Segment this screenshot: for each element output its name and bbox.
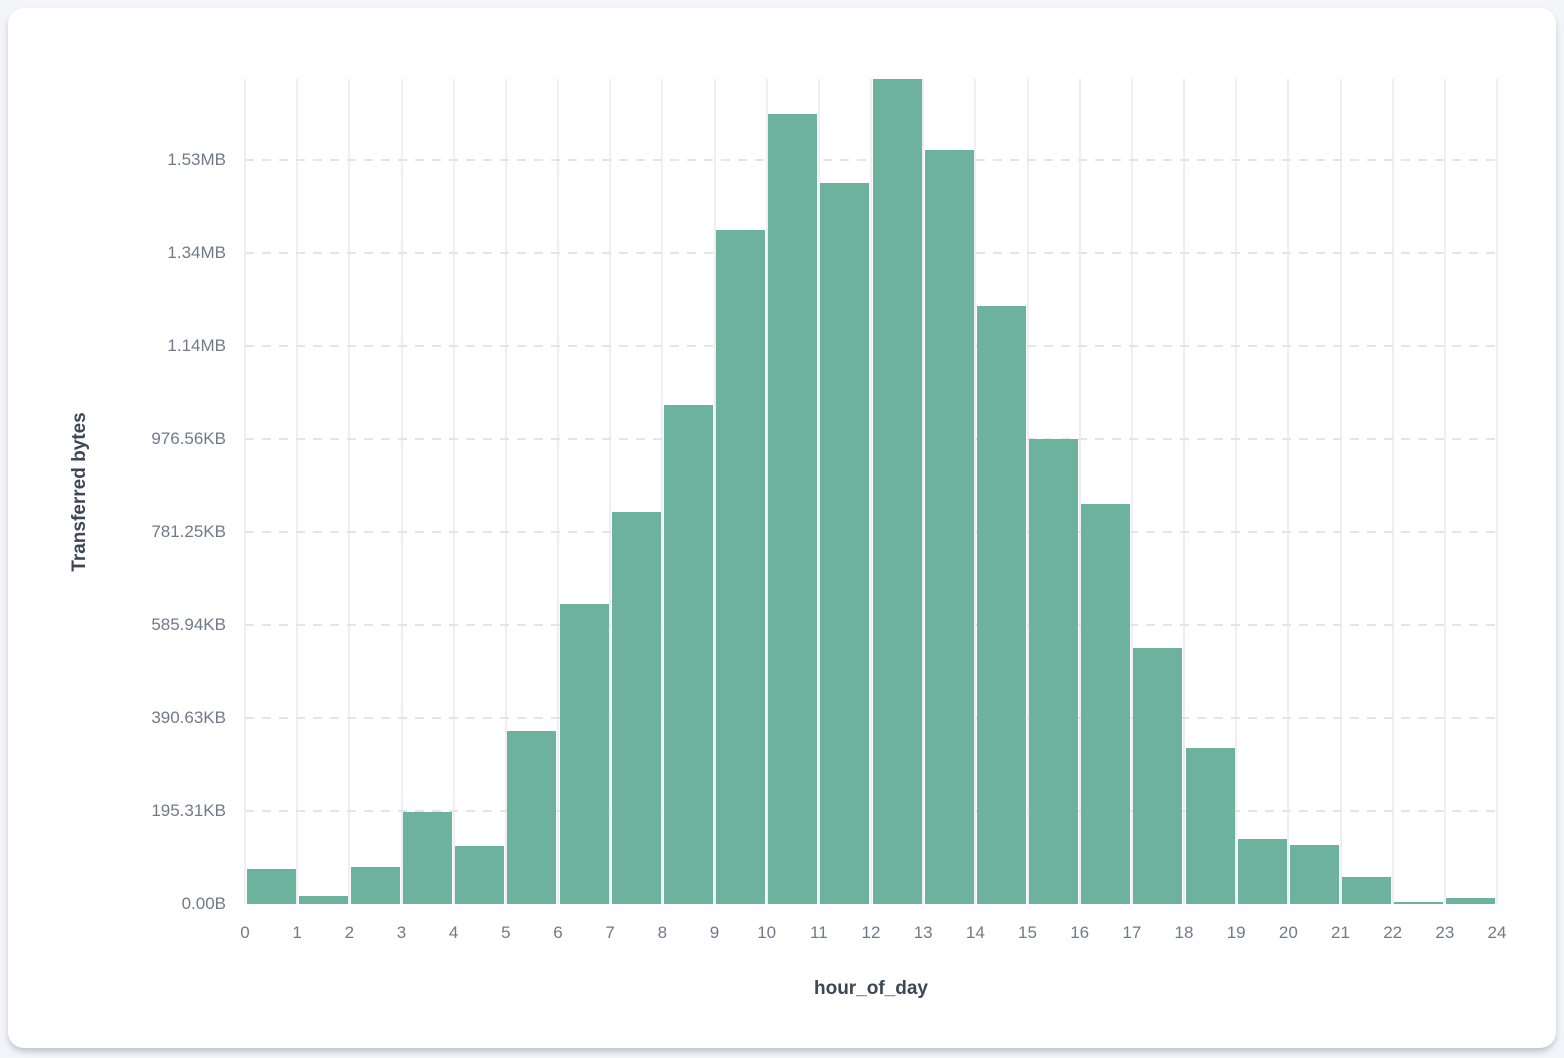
x-tick-label: 13 [913, 923, 933, 942]
x-tick-label: 10 [757, 923, 777, 942]
x-tick-label: 9 [709, 923, 720, 942]
x-tick-label: 8 [657, 923, 668, 942]
bar-hour-13[interactable] [924, 149, 974, 904]
x-tick-label: 0 [240, 923, 250, 942]
y-tick-label: 390.63KB [151, 707, 226, 727]
bar-hour-23[interactable] [1446, 897, 1496, 904]
x-tick-label: 15 [1018, 923, 1037, 942]
y-tick-label: 1.14MB [167, 335, 226, 355]
horizontal-gridline [245, 344, 1497, 347]
bar-hour-11[interactable] [820, 182, 870, 904]
vertical-gridline [1496, 79, 1498, 904]
x-tick-label: 1 [292, 923, 302, 942]
x-tick-label: 24 [1487, 923, 1507, 942]
vertical-gridline [974, 79, 977, 904]
bar-hour-16[interactable] [1081, 504, 1131, 904]
y-tick-label: 1.34MB [167, 242, 226, 262]
x-tick-label: 17 [1122, 923, 1142, 942]
vertical-gridline [452, 79, 455, 904]
vertical-gridline [1339, 79, 1342, 904]
vertical-gridline [817, 79, 820, 904]
bar-hour-12[interactable] [872, 79, 922, 904]
vertical-gridline [713, 79, 716, 904]
vertical-gridline [557, 79, 559, 904]
horizontal-gridline [245, 809, 1497, 812]
vertical-gridline [1287, 79, 1290, 904]
y-tick-label: 976.56KB [151, 428, 226, 448]
y-tick-label: 1.53MB [167, 149, 226, 169]
bar-hour-9[interactable] [716, 230, 766, 904]
x-tick-label: 14 [965, 923, 985, 942]
bar-hour-19[interactable] [1237, 838, 1287, 904]
x-tick-label: 2 [344, 923, 355, 942]
bar-hour-18[interactable] [1185, 748, 1235, 904]
bar-hour-2[interactable] [350, 866, 400, 904]
vertical-gridline [296, 79, 299, 904]
x-tick-label: 20 [1278, 923, 1298, 942]
bar-hour-6[interactable] [559, 604, 609, 904]
x-tick-label: 11 [810, 923, 828, 942]
x-tick-label: 4 [448, 923, 459, 942]
bar-hour-5[interactable] [507, 731, 557, 904]
y-axis-title: Transferred bytes [69, 411, 90, 572]
horizontal-gridline [245, 716, 1497, 719]
y-tick-label: 195.31KB [151, 800, 226, 820]
vertical-gridline [870, 79, 872, 904]
x-tick-label: 21 [1331, 923, 1350, 942]
vertical-gridline [1183, 79, 1185, 904]
vertical-gridline [1130, 79, 1133, 904]
bar-hour-0[interactable] [246, 869, 296, 904]
bar-hour-17[interactable] [1133, 647, 1183, 904]
x-tick-label: 7 [605, 923, 615, 942]
bar-hour-7[interactable] [611, 511, 661, 904]
bar-hour-14[interactable] [976, 305, 1026, 904]
vertical-gridline [244, 79, 246, 904]
x-tick-label: 6 [553, 923, 563, 942]
x-axis-title: hour_of_day [813, 978, 929, 999]
vertical-gridline [504, 79, 507, 904]
x-tick-label: 23 [1435, 923, 1455, 942]
y-tick-label: 0.00B [181, 894, 226, 913]
horizontal-gridline [245, 623, 1497, 626]
horizontal-gridline [245, 158, 1497, 161]
vertical-gridline [1443, 79, 1446, 904]
x-tick-label: 3 [396, 923, 407, 942]
bar-hour-8[interactable] [663, 405, 713, 904]
horizontal-gridline [245, 251, 1497, 254]
vertical-gridline [348, 79, 351, 904]
x-tick-label: 5 [501, 923, 511, 942]
vertical-gridline [1391, 79, 1394, 904]
x-tick-label: 18 [1174, 923, 1194, 942]
vertical-gridline [1026, 79, 1029, 904]
x-tick-label: 12 [861, 923, 881, 942]
vertical-gridline [1235, 79, 1238, 904]
bar-hour-20[interactable] [1289, 844, 1339, 904]
y-tick-label: 781.25KB [151, 521, 226, 541]
histogram-chart: 0.00B 195.31KB 390.63KB 585.94KB 781.25KB 976… [8, 8, 1556, 1048]
bar-hour-1[interactable] [298, 896, 348, 904]
vertical-gridline [661, 79, 664, 904]
vertical-gridline [609, 79, 612, 904]
bar-hour-21[interactable] [1342, 877, 1392, 904]
chart-card: 0.00B 195.31KB 390.63KB 585.94KB 781.25KB 976… [8, 8, 1556, 1048]
y-tick-label: 585.94KB [151, 614, 226, 634]
vertical-gridline [1078, 79, 1081, 904]
bar-hour-22[interactable] [1394, 902, 1444, 904]
vertical-gridline [765, 79, 768, 904]
vertical-gridline [922, 79, 925, 904]
x-tick-label: 22 [1383, 923, 1403, 942]
horizontal-gridline [245, 530, 1497, 533]
bar-hour-3[interactable] [403, 811, 453, 904]
x-tick-label: 19 [1226, 923, 1246, 942]
horizontal-gridline [245, 437, 1497, 440]
bar-hour-10[interactable] [768, 113, 818, 904]
bar-hour-15[interactable] [1029, 438, 1079, 904]
vertical-gridline [400, 79, 403, 904]
x-tick-label: 16 [1070, 923, 1090, 942]
bar-hour-4[interactable] [455, 845, 505, 904]
